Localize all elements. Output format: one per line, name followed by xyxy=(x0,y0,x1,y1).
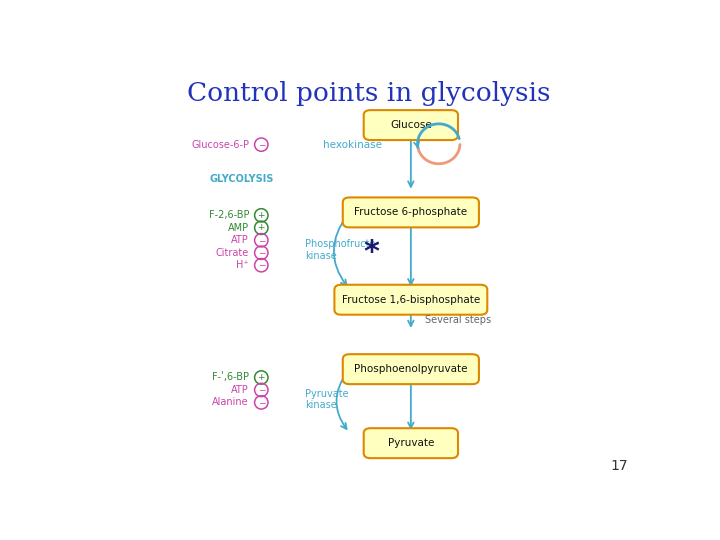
Text: Pyruvate: Pyruvate xyxy=(387,438,434,448)
Text: Fructose 1,6-bisphosphate: Fructose 1,6-bisphosphate xyxy=(342,295,480,305)
Text: Citrate: Citrate xyxy=(216,248,249,258)
Text: −: − xyxy=(258,236,265,245)
Text: Alanine: Alanine xyxy=(212,397,249,407)
FancyBboxPatch shape xyxy=(334,285,487,315)
Text: −: − xyxy=(258,248,265,257)
Text: −: − xyxy=(258,398,265,407)
Text: −: − xyxy=(258,140,265,149)
Text: −: − xyxy=(258,261,265,269)
FancyBboxPatch shape xyxy=(343,354,479,384)
Text: −: − xyxy=(258,386,265,394)
Text: +: + xyxy=(258,211,265,220)
Text: +: + xyxy=(258,224,265,232)
Text: Glucose-6-P: Glucose-6-P xyxy=(191,140,249,150)
Text: +: + xyxy=(258,373,265,382)
Text: *: * xyxy=(364,238,379,267)
Text: AMP: AMP xyxy=(228,223,249,233)
FancyBboxPatch shape xyxy=(364,428,458,458)
Text: F-ʹ,6-BP: F-ʹ,6-BP xyxy=(212,373,249,382)
Text: GLYCOLYSIS: GLYCOLYSIS xyxy=(210,174,274,184)
Text: Control points in glycolysis: Control points in glycolysis xyxy=(187,82,551,106)
Text: ATP: ATP xyxy=(231,235,249,245)
Text: Phosphoenolpyruvate: Phosphoenolpyruvate xyxy=(354,364,467,374)
Text: 17: 17 xyxy=(611,459,629,473)
Text: Phosphofructo-
kinase: Phosphofructo- kinase xyxy=(305,239,379,261)
Text: Several steps: Several steps xyxy=(425,315,491,325)
FancyBboxPatch shape xyxy=(364,110,458,140)
Text: hexokinase: hexokinase xyxy=(323,140,382,150)
Text: Pyruvate
kinase: Pyruvate kinase xyxy=(305,389,348,410)
Text: H⁺: H⁺ xyxy=(236,260,249,270)
Text: Glucose: Glucose xyxy=(390,120,432,130)
Text: F-2,6-BP: F-2,6-BP xyxy=(209,210,249,220)
FancyBboxPatch shape xyxy=(343,198,479,227)
Text: Fructose 6-phosphate: Fructose 6-phosphate xyxy=(354,207,467,218)
Text: ATP: ATP xyxy=(231,385,249,395)
